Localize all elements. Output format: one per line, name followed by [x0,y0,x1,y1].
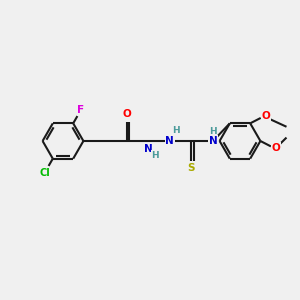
Text: N: N [144,144,153,154]
Text: F: F [77,105,84,115]
Text: O: O [262,111,271,122]
Text: H: H [209,128,217,136]
Text: O: O [272,143,281,153]
Text: N: N [165,136,174,146]
Text: N: N [208,136,217,146]
Text: O: O [122,109,131,119]
Text: Cl: Cl [39,168,50,178]
Text: H: H [151,151,159,160]
Text: H: H [172,126,180,135]
Text: S: S [188,163,195,173]
